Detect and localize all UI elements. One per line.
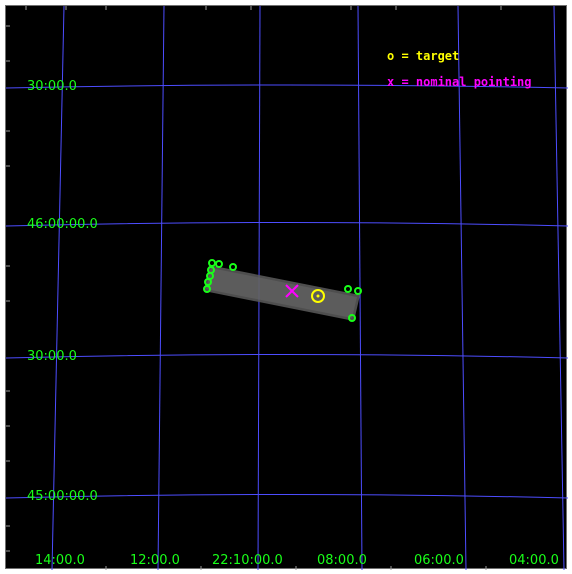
source-marker: [348, 314, 356, 322]
dec-label: 45:00:00.0: [27, 489, 98, 504]
source-marker: [354, 287, 362, 295]
source-marker: [344, 285, 352, 293]
dec-label: 30:00.0: [27, 79, 77, 94]
source-marker: [208, 259, 216, 267]
legend-nominal-pointing: x = nominal pointing: [387, 75, 532, 89]
ra-label: 04:00.0: [509, 553, 559, 568]
sky-plot: [6, 6, 568, 570]
dec-label: 30:00.0: [27, 349, 77, 364]
frame-ticks: [6, 6, 502, 570]
source-marker: [203, 285, 211, 293]
ra-label: 22:10:00.0: [212, 553, 283, 568]
source-marker: [215, 260, 223, 268]
sky-image-panel: o = target x = nominal pointing 30:00.0 …: [5, 5, 568, 570]
source-marker: [229, 263, 237, 271]
source-markers: [203, 259, 362, 322]
nominal-pointing-marker: [285, 284, 299, 298]
ra-label: 12:00.0: [130, 553, 180, 568]
ra-label: 06:00.0: [414, 553, 464, 568]
ra-label: 08:00.0: [317, 553, 367, 568]
dec-label: 46:00:00.0: [27, 217, 98, 232]
source-marker: [204, 278, 212, 286]
detector-image: [204, 265, 360, 321]
ra-label: 14:00.0: [35, 553, 85, 568]
legend-target: o = target: [387, 49, 460, 63]
target-marker: [311, 289, 325, 303]
